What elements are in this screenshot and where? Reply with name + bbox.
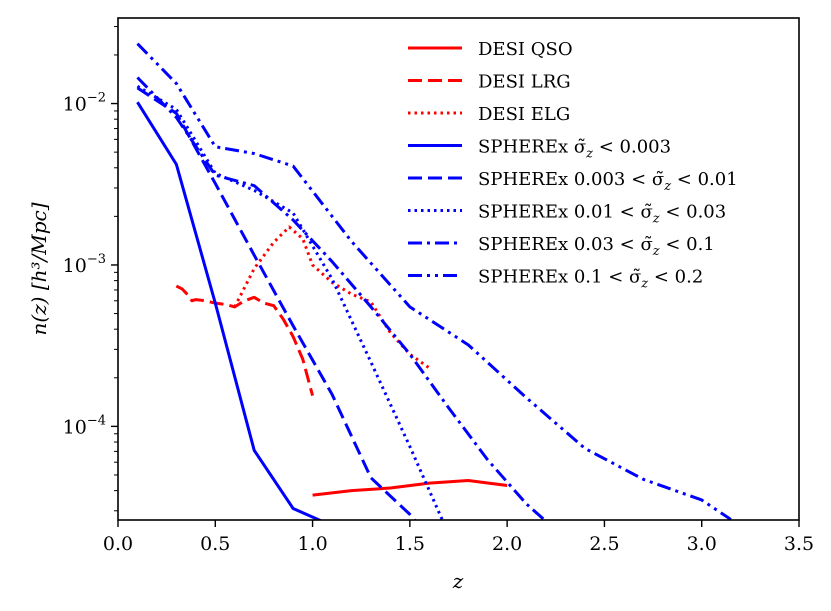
series-line-0: [312, 479, 508, 497]
x-axis-label: z: [452, 569, 464, 593]
legend-label-2: DESI ELG: [478, 104, 570, 125]
y-tick-label: 10−4: [63, 413, 106, 438]
legend-label-0: DESI QSO: [478, 39, 573, 60]
x-tick-label: 2.5: [589, 533, 619, 555]
x-tick-label: 0.5: [200, 533, 230, 555]
y-tick-label: 10−3: [63, 252, 106, 277]
series-line-4: [136, 86, 417, 520]
series-layer: [136, 42, 732, 520]
x-tick-label: 1.0: [297, 533, 327, 555]
x-tick-label: 3.0: [687, 533, 717, 555]
series-line-1: [175, 284, 315, 397]
series-line-7: [136, 42, 732, 520]
series-line-6: [136, 76, 547, 520]
legend-label-6: SPHEREx 0.03 < σ̃z < 0.1: [478, 234, 715, 259]
legend-label-5: SPHEREx 0.01 < σ̃z < 0.03: [478, 202, 726, 227]
legend-label-7: SPHEREx 0.1 < σ̃z < 0.2: [478, 267, 703, 292]
x-tick-label: 1.5: [395, 533, 425, 555]
y-tick-label: 10−2: [63, 91, 106, 116]
x-tick-label: 0.0: [103, 533, 133, 555]
x-tick-label: 2.0: [492, 533, 522, 555]
legend-label-4: SPHEREx 0.003 < σ̃z < 0.01: [478, 169, 738, 194]
series-line-3: [136, 101, 323, 520]
plot-frame: [117, 17, 800, 521]
legend: DESI QSO DESI LRG DESI ELG SPHEREx σ̃z < 0.…: [408, 39, 738, 292]
x-tick-label: 3.5: [784, 533, 814, 555]
legend-label-1: DESI LRG: [478, 72, 571, 93]
y-axis-label: n(z) [h³/Mpc]: [27, 202, 51, 335]
legend-label-3: SPHEREx σ̃z < 0.003: [478, 137, 671, 162]
tick-layer: 0.0 0.5 1.0 1.5 2.0 2.5 3.0 3.5 10−4 10−3 10−2: [63, 26, 814, 555]
series-line-5: [136, 84, 444, 520]
